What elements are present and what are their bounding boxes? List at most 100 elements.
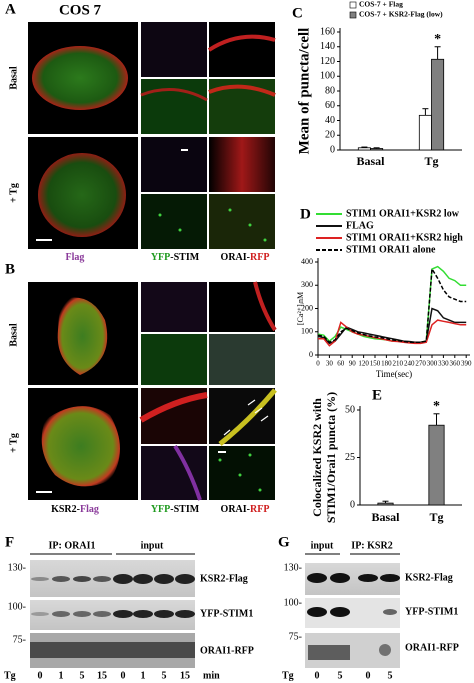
label: ORAI-RFP — [221, 252, 270, 263]
x-tick-label: 300 — [427, 360, 438, 368]
bar — [357, 147, 371, 151]
row-label: Basal — [8, 66, 19, 90]
y-tick-label: 20 — [325, 130, 335, 141]
y-tick-label: 140 — [320, 41, 335, 52]
mw-marker: 100- — [284, 597, 302, 608]
panel-label: G — [278, 534, 290, 550]
label: Flag — [66, 252, 85, 263]
significance: * — [434, 32, 441, 47]
lane-label: 5 — [80, 670, 85, 681]
y-tick-label: 40 — [325, 115, 335, 126]
x-tick-label: 330 — [438, 360, 449, 368]
x-tick-label: 30 — [326, 360, 334, 368]
panel-label: C — [292, 5, 303, 21]
row-label: Basal — [8, 323, 19, 347]
label-part: YFP — [151, 504, 170, 515]
band-label: KSR2-Flag — [405, 572, 453, 583]
data-line — [317, 266, 467, 344]
lane-label: 0 — [38, 670, 43, 681]
x-tick-label: 0 — [316, 360, 320, 368]
lane-label: 0 — [121, 670, 126, 681]
y-axis-label: Mean of puncta/cell — [296, 28, 312, 155]
lane-label: 5 — [162, 670, 167, 681]
group-label: IP: ORAI1 — [49, 540, 96, 551]
legend-swatch — [349, 1, 357, 9]
group-label: IP: KSR2 — [351, 540, 392, 551]
x-tick-label: 270 — [415, 360, 426, 368]
band-label: YFP-STIM1 — [200, 608, 253, 619]
y-axis-label: STIM1/Orai1 puncta (%) — [324, 392, 338, 523]
group-label: input — [311, 540, 334, 551]
panel-label: F — [5, 534, 14, 550]
lane-label: 5 — [388, 670, 393, 681]
data-line — [318, 319, 467, 347]
band-label: ORAI1-RFP — [405, 642, 459, 653]
x-axis-label: Time(sec) — [376, 369, 412, 379]
lane-label: 1 — [59, 670, 64, 681]
y-tick-label: 25 — [345, 452, 355, 463]
x-tick-label: 60 — [337, 360, 345, 368]
y-tick-label: 200 — [301, 303, 313, 312]
panel-title: COS 7 — [59, 2, 102, 18]
panel-label: A — [5, 1, 16, 17]
x-tick-label: 90 — [349, 360, 357, 368]
lane-label: 0 — [366, 670, 371, 681]
x-tick-label: Basal — [371, 510, 400, 524]
y-tick-label: 100 — [301, 327, 313, 336]
x-tick-label: 210 — [393, 360, 404, 368]
lane-label: 0 — [315, 670, 320, 681]
x-tick-label: 120 — [358, 360, 369, 368]
y-tick-label: 400 — [301, 257, 313, 266]
y-tick-label: 100 — [320, 71, 335, 82]
band-label: YFP-STIM1 — [405, 606, 458, 617]
legend-label: COS-7 + Flag — [359, 0, 403, 9]
label-part: -STIM — [170, 252, 199, 263]
legend-label: STIM1 ORAI1+KSR2 high — [346, 232, 463, 243]
legend-swatch — [349, 11, 357, 19]
legend-label: COS-7 + KSR2-Flag (low) — [359, 10, 443, 19]
lane-label: 15 — [180, 670, 190, 681]
significance: * — [433, 399, 440, 414]
x-tick-label: 180 — [381, 360, 392, 368]
legend-label: STIM1 ORAI1 alone — [346, 244, 436, 255]
band-label: ORAI1-RFP — [200, 645, 254, 656]
band-label: KSR2-Flag — [200, 573, 248, 584]
label-part: ORAI- — [221, 504, 250, 515]
label-part: Flag — [66, 252, 85, 263]
group-label: input — [141, 540, 164, 551]
x-tick-label: 360 — [450, 360, 461, 368]
y-tick-label: 60 — [325, 100, 335, 111]
data-line — [317, 265, 467, 343]
y-tick-label: 50 — [345, 404, 355, 415]
y-tick-label: 0 — [330, 144, 335, 155]
label-part: Flag — [80, 504, 99, 515]
mw-marker: 130- — [284, 562, 302, 573]
legend-label: FLAG — [346, 220, 374, 231]
label-part: RFP — [250, 252, 269, 263]
label-part: YFP — [151, 252, 170, 263]
data-line — [317, 307, 467, 345]
label-part: ORAI- — [221, 252, 250, 263]
panel-b-images — [28, 281, 277, 501]
lane-title: Tg — [4, 670, 16, 681]
lane-title: Tg — [282, 670, 294, 681]
row-label: + Tg — [8, 183, 19, 203]
bar — [431, 58, 445, 151]
y-axis-label: [Ca²⁺]ᵢnM — [296, 292, 305, 325]
y-tick-label: 120 — [320, 56, 335, 67]
mw-marker: 75- — [289, 631, 302, 642]
x-tick-label: Tg — [429, 510, 443, 524]
y-tick-label: 160 — [320, 26, 335, 37]
y-tick-label: 80 — [325, 85, 335, 96]
x-tick-label: 150 — [370, 360, 381, 368]
label-part: RFP — [250, 504, 269, 515]
mw-marker: 130- — [8, 562, 26, 573]
y-axis-label: Colocalized KSR2 with — [310, 398, 324, 517]
panel-label: E — [372, 387, 382, 403]
mw-marker: 75- — [13, 634, 26, 645]
lane-unit: min — [203, 670, 220, 681]
bar — [377, 502, 394, 506]
y-tick-label: 0 — [309, 350, 313, 359]
